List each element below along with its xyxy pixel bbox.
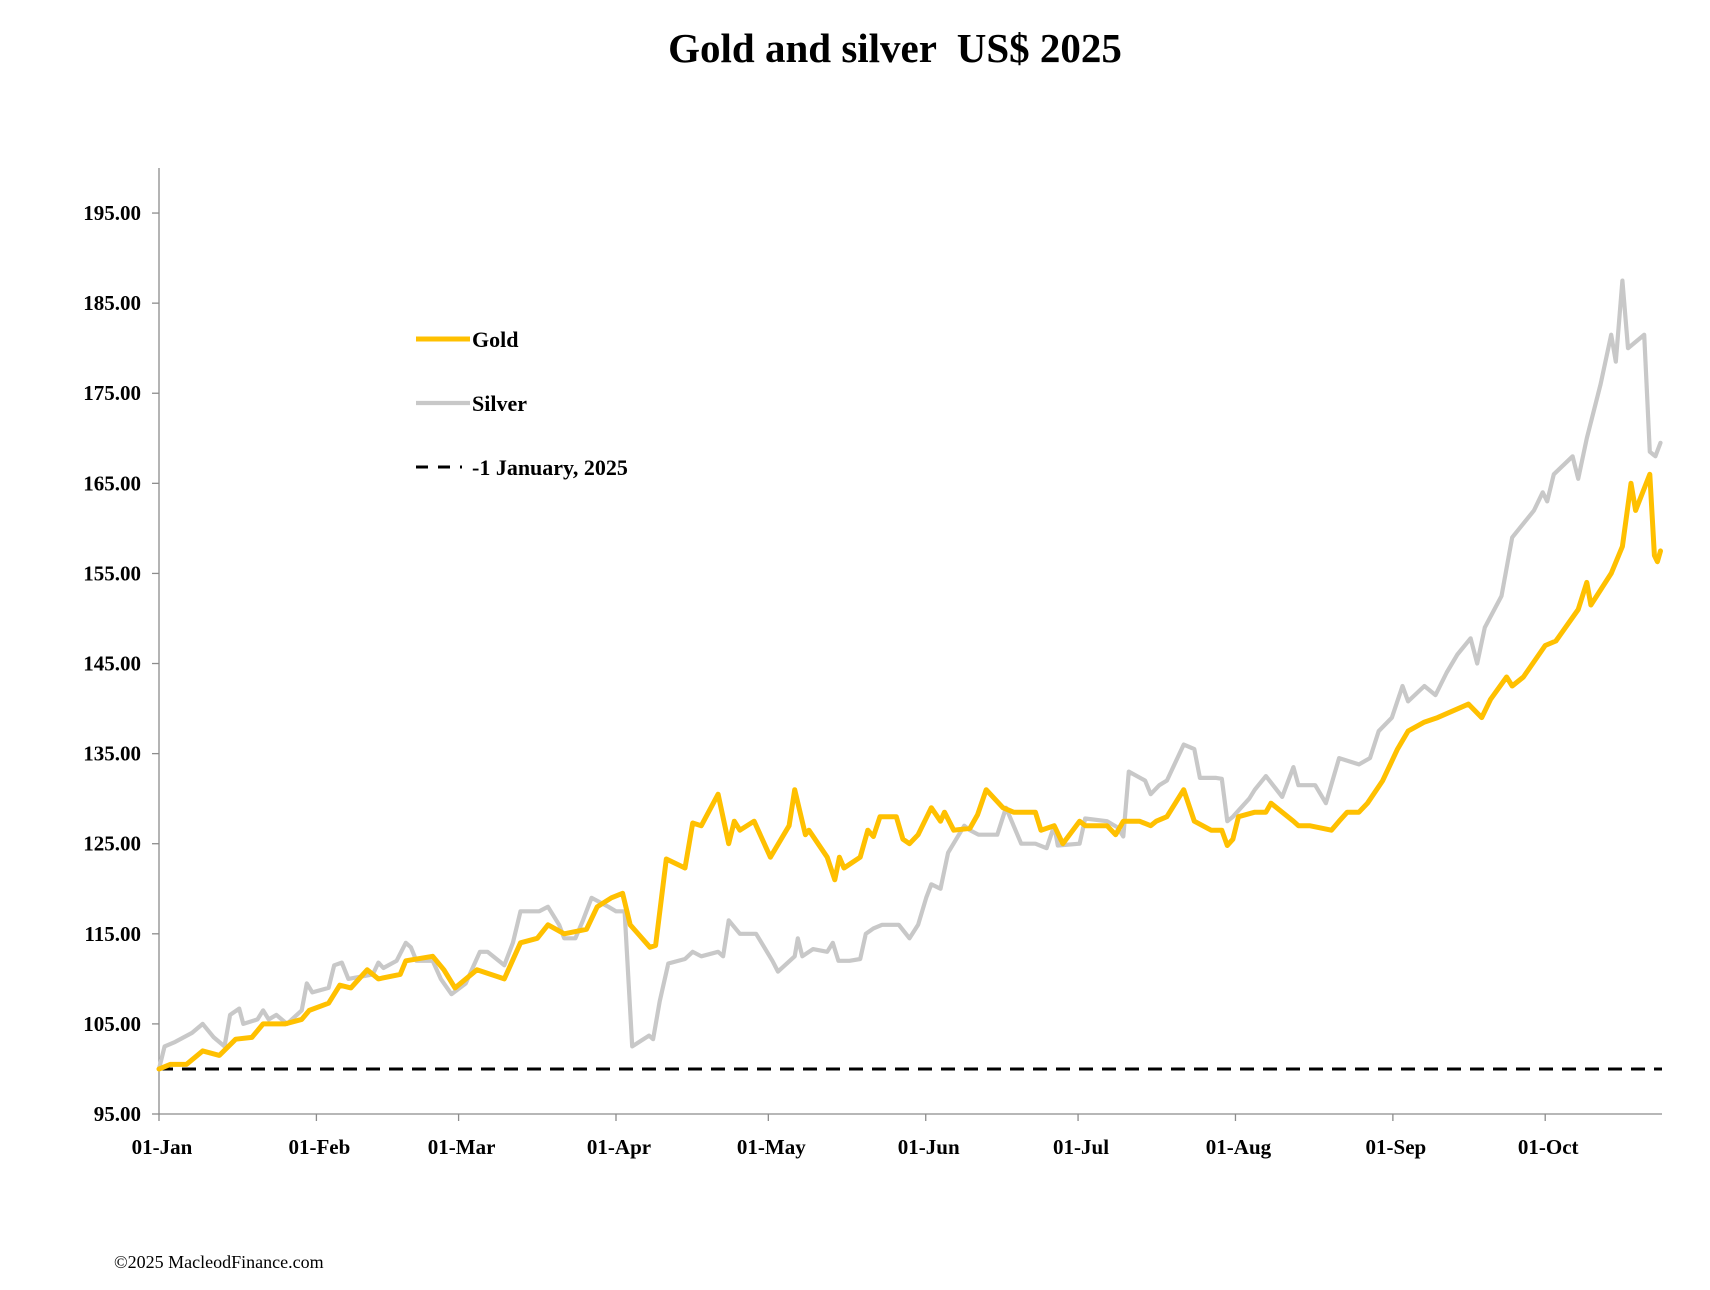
y-tick-label: 125.00 bbox=[83, 832, 141, 856]
x-tick-label: 01-Apr bbox=[587, 1135, 651, 1159]
y-tick-label: 165.00 bbox=[83, 471, 141, 495]
series-line-gold bbox=[156, 471, 1663, 1072]
x-tick-label: 01-Jul bbox=[1053, 1135, 1109, 1159]
y-tick-label: 95.00 bbox=[94, 1102, 141, 1126]
chart-title: Gold and silver US$ 2025 bbox=[668, 25, 1122, 71]
y-tick-label: 145.00 bbox=[83, 652, 141, 676]
x-tick-label: 01-Oct bbox=[1518, 1135, 1579, 1159]
legend: Gold Silver -1 January, 2025 bbox=[416, 327, 628, 480]
x-tick-label: 01-Jun bbox=[898, 1135, 960, 1159]
x-tick-label: 01-Jan bbox=[132, 1135, 193, 1159]
legend-label: Gold bbox=[472, 327, 518, 352]
legend-label: Silver bbox=[472, 391, 527, 416]
series-line-silver bbox=[156, 278, 1663, 1072]
series-lines bbox=[156, 278, 1663, 1072]
y-tick-label: 185.00 bbox=[83, 291, 141, 315]
x-tick-label: 01-Feb bbox=[288, 1135, 350, 1159]
x-tick-label: 01-Sep bbox=[1366, 1135, 1427, 1159]
y-tick-label: 155.00 bbox=[83, 561, 141, 585]
x-tick-label: 01-Aug bbox=[1206, 1135, 1272, 1159]
y-tick-label: 115.00 bbox=[84, 922, 141, 946]
copyright-notice: ©2025 MacleodFinance.com bbox=[114, 1252, 324, 1272]
y-tick-label: 105.00 bbox=[83, 1012, 141, 1036]
y-tick-label: 175.00 bbox=[83, 381, 141, 405]
axes bbox=[152, 168, 1662, 1121]
y-tick-label: 135.00 bbox=[83, 742, 141, 766]
legend-label: -1 January, 2025 bbox=[472, 455, 628, 480]
x-tick-label: 01-May bbox=[737, 1135, 806, 1159]
tick-labels: 95.00 105.00 115.00 125.00 135.00 145.00 155.0… bbox=[83, 201, 1578, 1159]
y-tick-label: 195.00 bbox=[83, 201, 141, 225]
x-tick-label: 01-Mar bbox=[428, 1135, 496, 1159]
